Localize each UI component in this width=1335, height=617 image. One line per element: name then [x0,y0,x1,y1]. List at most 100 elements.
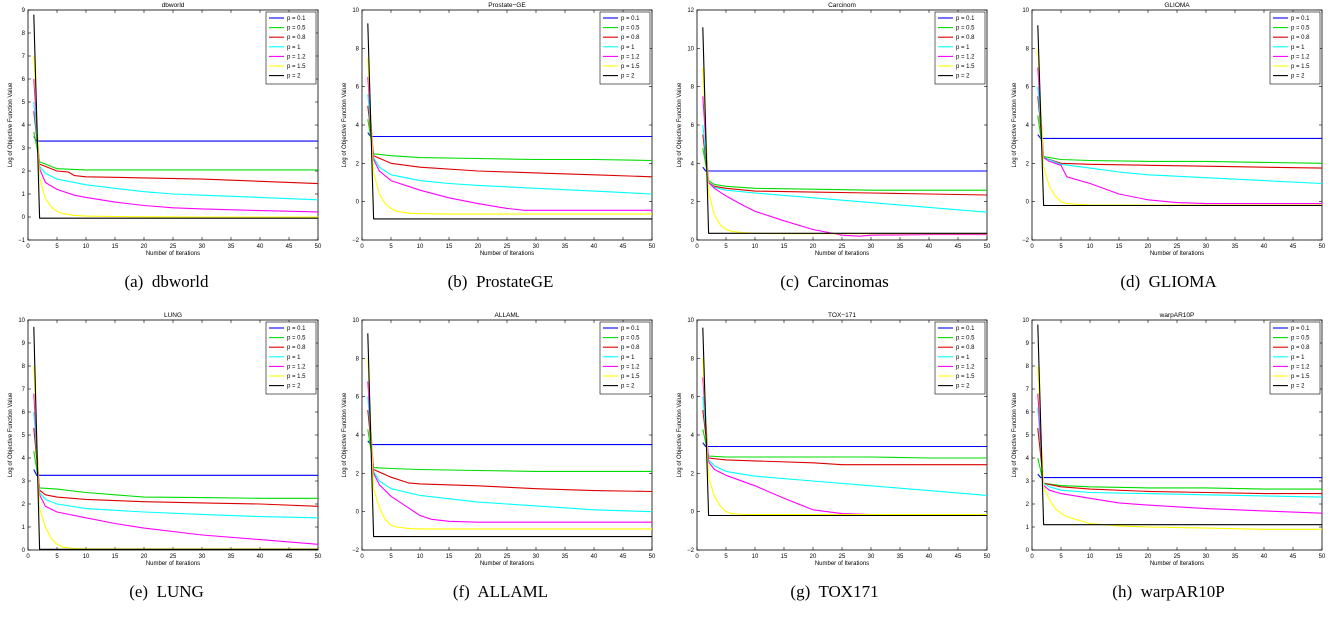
caption-c: (c) Carcinomas [668,272,1001,292]
y-tick-label: 0 [1026,548,1030,554]
legend-label: p = 1 [956,45,970,51]
chart-panel-7: 0 5 10 15 20 25 30 35 40 45 50012345678910warpAR10… [1012,312,1326,567]
y-tick-label: 4 [356,433,360,439]
series-line-2 [702,147,987,191]
series-line-2 [702,429,987,459]
y-tick-label: 4 [22,123,26,129]
x-tick-label: 10 [752,554,759,560]
y-tick-label: 6 [22,77,26,83]
legend-label: p = 0.1 [1291,16,1310,22]
legend-label: p = 1.5 [1291,64,1310,70]
legend-box [1269,11,1321,85]
x-tick-label: 50 [1319,244,1326,250]
x-tick-label: 35 [228,554,235,560]
y-tick-label: 3 [1026,479,1030,485]
y-axis-label: Log of Objective Function Value [677,82,683,167]
series-line-1 [33,469,318,476]
y-tick-label: 12 [687,8,694,14]
x-tick-label: 30 [199,554,206,560]
y-tick-label: 6 [22,410,26,416]
x-tick-label: 35 [562,244,569,250]
y-axis-label: Log of Objective Function Value [677,392,683,477]
legend-label: p = 1 [956,355,970,361]
caption-f: (f) ALLAML [334,582,667,602]
legend-label: p = 0.8 [956,345,975,351]
legend-label: p = 1.2 [287,54,306,60]
series-group [702,327,987,517]
legend-label: p = 0.5 [1291,26,1310,32]
x-tick-label: 25 [1174,554,1181,560]
x-tick-label: 35 [1232,244,1239,250]
x-axis-label: Number of Iterations [815,561,869,567]
x-axis-label: Number of Iterations [146,561,200,567]
legend-label: p = 2 [287,384,301,390]
x-tick-label: 40 [926,244,933,250]
x-tick-label: 10 [83,554,90,560]
x-tick-label: 20 [810,244,817,250]
chart-panel-2: 0 5 10 15 20 25 30 35 40 45 50 0 2 4 6 8 10 12 Carcinom Num… [677,2,991,257]
x-tick-label: 30 [199,244,206,250]
legend-label: p = 1 [621,45,635,51]
legend-label: p = 2 [621,74,635,80]
chart-panel-0: 0 5 10 15 20 25 30 35 40 45 50−10123456789dbworldN… [8,2,322,257]
legend-label: p = 1.2 [956,364,975,370]
legend-label: p = 2 [956,384,970,390]
legend-label: p = 0.8 [621,35,640,41]
series-line-6 [367,57,652,215]
x-axis-label: Number of Iterations [1150,561,1204,567]
y-tick-label: 6 [1026,85,1030,91]
x-tick-label: 35 [897,554,904,560]
x-tick-label: 10 [752,244,759,250]
x-tick-label: 45 [620,244,627,250]
x-tick-label: 5 [1059,554,1063,560]
caption-name: GLIOMA [1148,272,1217,291]
series-line-1 [702,442,987,448]
x-tick-label: 30 [533,554,540,560]
series-line-5 [1037,393,1322,514]
series-line-5 [367,381,652,523]
y-tick-label: 2 [691,471,695,477]
x-tick-label: 30 [868,244,875,250]
series-line-4 [33,101,318,201]
y-axis-label: Log of Objective Function Value [1012,82,1018,167]
series-line-3 [1037,96,1322,169]
caption-name: LUNG [156,582,204,601]
x-tick-label: 50 [984,244,991,250]
series-line-4 [367,94,652,195]
x-axis-label: Number of Iterations [146,251,200,257]
legend-label: p = 0.8 [1291,345,1310,351]
legend-label: p = 1.2 [621,54,640,60]
y-tick-label: 8 [356,356,360,362]
y-tick-label: 6 [356,395,360,401]
legend-label: p = 0.8 [287,345,306,351]
series-line-4 [1037,407,1322,498]
legend-label: p = 0.8 [956,35,975,41]
legend-label: p = 1.5 [287,374,306,380]
y-tick-label: 5 [22,100,26,106]
series-line-2 [367,119,652,162]
y-tick-label: 10 [687,318,694,324]
y-tick-label: 2 [22,169,26,175]
y-tick-label: 0 [691,238,695,244]
series-line-2 [33,131,318,171]
y-tick-label: 0 [22,548,26,554]
legend-label: p = 2 [287,74,301,80]
caption-label: (d) [1120,272,1141,291]
legend-label: p = 0.8 [621,345,640,351]
series-line-3 [367,105,652,178]
legend-label: p = 1.5 [956,374,975,380]
x-tick-label: 50 [649,244,656,250]
y-tick-label: 4 [691,161,695,167]
x-tick-label: 0 [695,244,699,250]
caption-name: ProstateGE [475,272,554,291]
y-axis-label: Log of Objective Function Value [342,82,348,167]
x-tick-label: 15 [446,244,453,250]
x-tick-label: 25 [839,554,846,560]
legend-label: p = 0.1 [1291,326,1310,332]
x-tick-label: 15 [446,554,453,560]
x-tick-label: 40 [257,554,264,560]
series-line-5 [1037,67,1322,205]
legend-box [265,321,317,395]
series-line-7 [1037,25,1322,207]
x-axis-label: Number of Iterations [480,251,534,257]
